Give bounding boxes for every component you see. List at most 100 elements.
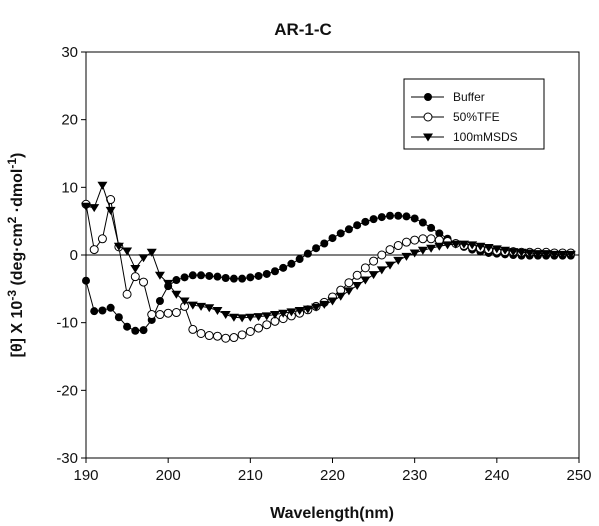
data-point-sds [97,181,108,190]
y-tick-label: 20 [61,112,78,129]
data-point-buffer [270,267,279,276]
data-point-buffer [344,225,353,234]
legend-marker-buffer [424,93,432,101]
data-point-tfe [360,263,370,273]
data-point-tfe [245,326,255,336]
data-point-sds [113,242,124,251]
data-point-sds [187,301,198,310]
data-point-sds [253,313,264,322]
data-point-sds [516,248,527,257]
data-point-tfe [204,331,214,341]
data-point-buffer [336,229,345,238]
data-point-sds [286,308,297,317]
data-point-tfe [254,323,264,333]
data-point-sds [302,305,313,314]
data-point-sds [269,311,280,320]
data-point-sds [327,297,338,306]
data-point-buffer [254,271,263,280]
data-point-tfe [393,241,403,251]
series-tfe [81,195,576,343]
data-point-buffer [279,263,288,272]
data-point-buffer [287,259,296,268]
data-point-tfe [163,308,173,318]
data-point-buffer [377,213,386,222]
data-point-tfe [377,250,387,260]
data-point-sds [146,248,157,257]
data-point-buffer [221,274,230,283]
data-point-tfe [229,333,239,343]
data-point-buffer [246,273,255,282]
data-point-sds [491,245,502,254]
data-point-sds [196,302,207,311]
y-tick-label: -30 [56,450,78,467]
data-point-tfe [344,278,354,288]
data-point-tfe [352,270,362,280]
data-point-buffer [172,276,181,285]
data-point-tfe [122,289,132,299]
data-point-sds [352,281,363,290]
data-point-tfe [369,256,379,266]
y-tick-label: 30 [61,44,78,61]
series-sds [81,181,576,323]
data-point-sds [171,290,182,299]
x-tick-label: 250 [566,467,591,484]
data-point-buffer [180,273,189,282]
data-point-sds [401,252,412,261]
data-point-sds [475,242,486,251]
data-point-tfe [139,277,149,287]
data-point-tfe [89,245,99,255]
data-point-sds [500,246,511,255]
data-point-buffer [90,307,99,316]
data-point-tfe [196,328,206,338]
data-point-sds [368,271,379,280]
legend-label-tfe: 50%TFE [453,110,500,124]
data-point-sds [179,297,190,306]
data-point-sds [458,240,469,249]
data-point-buffer [303,249,312,258]
legend-label-buffer: Buffer [453,90,485,104]
data-point-sds [220,311,231,320]
data-point-sds [138,254,149,263]
y-tick-label: -10 [56,315,78,332]
x-axis-title: Wavelength(nm) [270,505,394,522]
x-axis: 190 200 210 220 230 240 250 [73,458,592,484]
data-point-sds [450,240,461,249]
data-point-buffer [114,313,123,322]
data-point-buffer [435,229,444,238]
data-point-sds [130,265,141,274]
data-point-sds [204,304,215,313]
data-point-sds [541,250,552,259]
data-point-buffer [82,276,90,285]
data-point-buffer [353,221,362,230]
data-point-tfe [401,237,411,247]
data-point-buffer [238,274,247,283]
y-tick-label: -20 [56,382,78,399]
data-point-sds [261,312,272,321]
data-point-tfe [155,310,165,320]
data-point-sds [483,244,494,253]
data-point-tfe [130,272,140,282]
data-point-sds [434,242,445,251]
data-point-sds [557,250,568,259]
data-point-buffer [229,274,238,283]
data-point-buffer [205,271,214,280]
data-point-buffer [188,271,197,280]
data-point-tfe [171,308,181,318]
data-point-sds [228,313,239,322]
data-point-tfe [385,245,395,255]
data-point-buffer [106,303,115,312]
data-point-buffer [361,217,370,226]
data-point-buffer [262,269,271,278]
data-point-sds [409,249,420,258]
data-point-sds [335,292,346,301]
data-point-sds [442,241,453,250]
series-layer [81,181,576,343]
legend-marker-sds [423,133,433,142]
data-point-sds [343,287,354,296]
data-point-buffer [295,255,304,264]
x-tick-label: 240 [484,467,509,484]
data-point-sds [508,248,519,257]
data-point-buffer [402,212,411,221]
data-point-buffer [394,211,403,220]
